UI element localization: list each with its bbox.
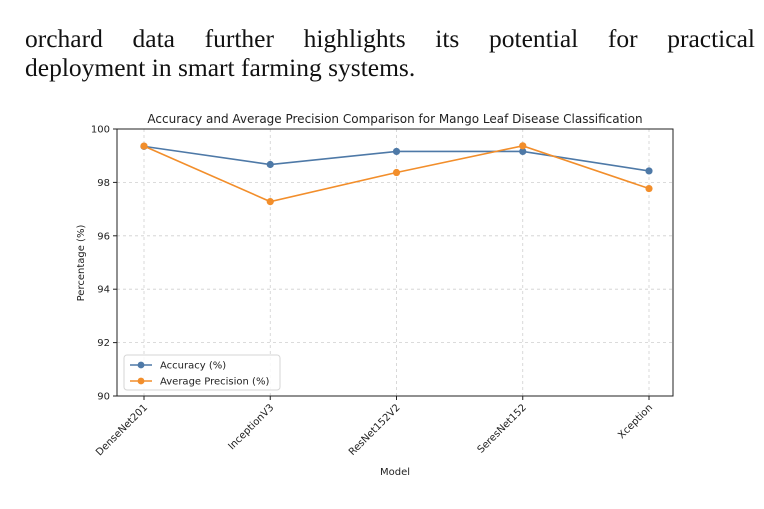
y-tick-label: 98 — [97, 178, 110, 189]
y-tick-label: 96 — [97, 231, 110, 242]
data-point — [392, 168, 401, 177]
data-point — [392, 147, 401, 156]
y-tick-label: 92 — [97, 338, 110, 349]
series-1 — [140, 142, 653, 206]
y-axis: 90 92 94 96 98 100 — [91, 125, 117, 403]
x-tick-label: ResNet152V2 — [347, 402, 403, 458]
plot-frame — [116, 128, 674, 397]
body-paragraph: orchard data further highlights its pote… — [25, 24, 755, 82]
legend-box — [123, 354, 281, 391]
legend: Accuracy (%) Average Precision (%) — [123, 354, 281, 391]
legend-marker — [137, 361, 145, 369]
series-group — [140, 142, 653, 206]
x-tick-label: DenseNet201 — [94, 402, 150, 458]
x-tick-label: SeresNet152 — [476, 402, 529, 455]
y-axis-label: Percentage (%) — [76, 225, 87, 302]
y-tick-label: 90 — [97, 392, 110, 403]
legend-label: Accuracy (%) — [160, 361, 226, 372]
data-point — [645, 167, 653, 175]
legend-marker — [137, 377, 145, 385]
data-point — [645, 184, 653, 193]
paragraph-line: deployment in smart farming systems. — [25, 53, 416, 82]
data-point — [266, 198, 274, 206]
x-tick-label: InceptionV3 — [226, 402, 276, 452]
x-axis: DenseNet201 InceptionV3 ResNet152V2 SeresNe… — [94, 396, 655, 458]
x-tick-label: Xception — [616, 402, 655, 441]
data-point — [519, 142, 527, 150]
data-point — [140, 142, 148, 150]
x-axis-label: Model — [380, 467, 410, 478]
legend-label: Average Precision (%) — [160, 377, 269, 388]
chart-title: Accuracy and Average Precision Compariso… — [147, 112, 642, 126]
y-tick-label: 100 — [91, 125, 110, 136]
data-point — [519, 147, 527, 156]
y-tick-label: 94 — [97, 285, 110, 296]
paragraph-line: orchard data further highlights its pote… — [25, 24, 755, 53]
data-point — [266, 160, 274, 169]
